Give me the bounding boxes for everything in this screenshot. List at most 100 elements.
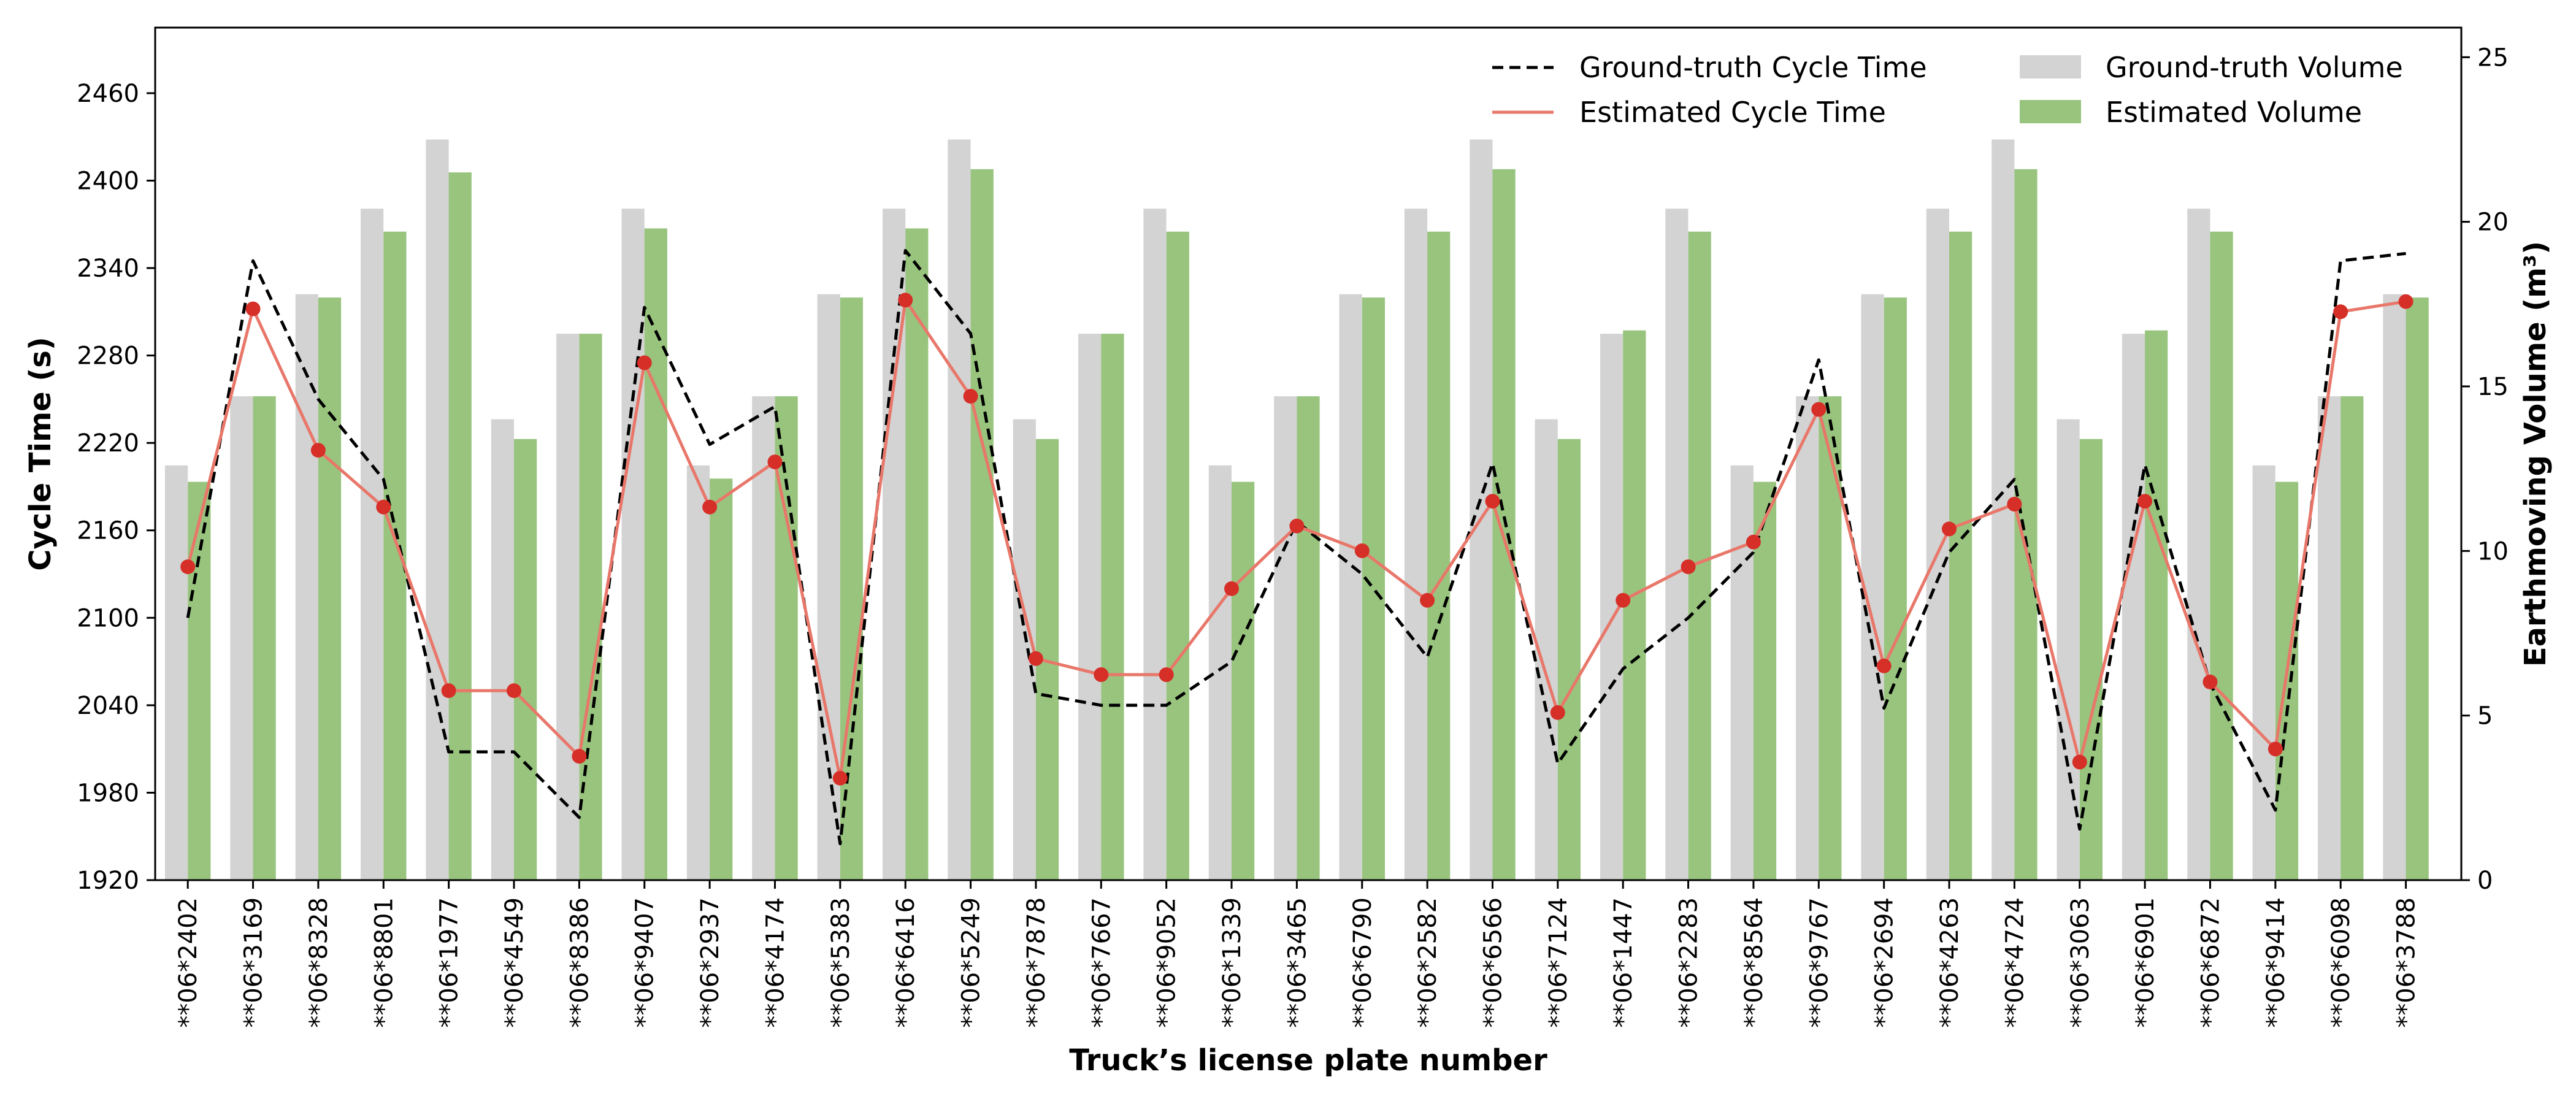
point-estimated-cycle-time-26 xyxy=(1876,658,1892,673)
bar-estimated-volume-8 xyxy=(710,478,733,880)
bar-estimated-volume-14 xyxy=(1101,334,1124,880)
x-tick-label: **06*1447 xyxy=(1609,897,1638,1028)
x-tick-label: **06*6901 xyxy=(2131,897,2160,1028)
bar-estimated-volume-11 xyxy=(905,228,929,880)
point-estimated-cycle-time-2 xyxy=(310,443,326,458)
x-tick-label: **06*6790 xyxy=(1349,897,1377,1028)
point-estimated-cycle-time-8 xyxy=(702,499,718,515)
point-estimated-cycle-time-3 xyxy=(376,499,391,515)
left-y-tick-label: 1920 xyxy=(77,867,139,895)
point-estimated-cycle-time-12 xyxy=(963,389,978,404)
x-tick-label: **06*8564 xyxy=(1740,897,1768,1028)
bar-ground-truth-volume-7 xyxy=(621,209,645,881)
x-tick-label: **06*1339 xyxy=(1218,897,1246,1028)
x-tick-label: **06*3063 xyxy=(2066,897,2095,1028)
point-estimated-cycle-time-33 xyxy=(2333,304,2348,320)
x-tick-label: **06*4174 xyxy=(762,897,790,1028)
right-y-axis-title: Earthmoving Volume (m³) xyxy=(2518,241,2553,667)
legend-swatch-ground-truth-volume xyxy=(2020,55,2081,79)
right-y-tick-label: 20 xyxy=(2477,209,2509,237)
bar-ground-truth-volume-15 xyxy=(1143,209,1167,881)
x-tick-label: **06*8801 xyxy=(370,897,398,1028)
bar-ground-truth-volume-1 xyxy=(230,396,253,880)
bar-estimated-volume-20 xyxy=(1492,169,1516,880)
legend-label-ground-truth-cycle-time: Ground-truth Cycle Time xyxy=(1579,51,1927,84)
bar-ground-truth-volume-20 xyxy=(1470,139,1493,880)
bar-ground-truth-volume-30 xyxy=(2122,334,2145,880)
left-y-tick-label: 2040 xyxy=(77,692,139,720)
legend: Ground-truth Cycle Time Estimated Cycle … xyxy=(1492,51,2403,129)
x-tick-label: **06*5249 xyxy=(957,897,986,1028)
bar-ground-truth-volume-23 xyxy=(1665,209,1689,881)
bar-ground-truth-volume-3 xyxy=(361,209,384,881)
point-estimated-cycle-time-17 xyxy=(1289,518,1305,534)
x-tick-label: **06*2694 xyxy=(1871,897,1899,1028)
bar-estimated-volume-16 xyxy=(1232,481,1255,880)
legend-label-estimated-cycle-time: Estimated Cycle Time xyxy=(1579,96,1886,129)
bar-ground-truth-volume-6 xyxy=(556,334,580,880)
bar-estimated-volume-29 xyxy=(2079,439,2103,880)
right-y-tick-label: 15 xyxy=(2477,373,2509,401)
point-estimated-cycle-time-20 xyxy=(1485,494,1500,509)
point-estimated-cycle-time-0 xyxy=(180,559,196,575)
x-tick-label: **06*8386 xyxy=(565,897,594,1028)
x-tick-label: **06*7667 xyxy=(1087,897,1116,1028)
x-tick-label: **06*6098 xyxy=(2327,897,2355,1028)
point-estimated-cycle-time-15 xyxy=(1159,667,1174,682)
bar-ground-truth-volume-5 xyxy=(491,419,514,880)
plot-frame xyxy=(154,26,2463,881)
bar-estimated-volume-17 xyxy=(1297,396,1320,880)
bar-estimated-volume-30 xyxy=(2145,330,2168,880)
left-y-tick-label: 2280 xyxy=(77,342,139,370)
point-estimated-cycle-time-11 xyxy=(898,293,913,308)
legend-label-ground-truth-volume: Ground-truth Volume xyxy=(2106,51,2403,84)
point-estimated-cycle-time-10 xyxy=(832,770,848,786)
bar-ground-truth-volume-19 xyxy=(1404,209,1428,881)
left-y-tick-label: 2100 xyxy=(77,604,139,632)
bar-ground-truth-volume-31 xyxy=(2187,209,2210,881)
bar-estimated-volume-33 xyxy=(2340,396,2364,880)
axes-layer: 1920 1980 2040 2100 2160 2220 2280 2340 2400 2460… xyxy=(77,44,2509,1027)
bar-ground-truth-volume-2 xyxy=(295,294,318,880)
left-y-tick-label: 2400 xyxy=(77,167,139,195)
bar-estimated-volume-5 xyxy=(514,439,537,880)
point-estimated-cycle-time-31 xyxy=(2202,674,2218,689)
bars-layer xyxy=(165,139,2429,881)
point-estimated-cycle-time-24 xyxy=(1746,534,1761,550)
right-y-tick-label: 10 xyxy=(2477,537,2509,565)
point-estimated-cycle-time-1 xyxy=(245,301,261,316)
bar-estimated-volume-3 xyxy=(383,231,407,881)
bar-ground-truth-volume-34 xyxy=(2383,294,2406,880)
point-estimated-cycle-time-9 xyxy=(767,454,783,470)
bar-ground-truth-volume-4 xyxy=(426,139,449,880)
right-y-tick-label: 5 xyxy=(2477,702,2493,730)
point-estimated-cycle-time-7 xyxy=(637,355,652,370)
right-y-tick-label: 25 xyxy=(2477,44,2509,72)
bar-estimated-volume-15 xyxy=(1166,231,1189,881)
x-tick-label: **06*7124 xyxy=(1544,897,1573,1028)
right-y-tick-label: 0 xyxy=(2477,867,2493,895)
left-y-axis-title: Cycle Time (s) xyxy=(23,337,58,571)
bar-ground-truth-volume-14 xyxy=(1078,334,1102,880)
bar-ground-truth-volume-25 xyxy=(1796,396,1819,880)
bar-estimated-volume-19 xyxy=(1427,231,1451,881)
point-estimated-cycle-time-21 xyxy=(1550,705,1565,720)
bar-ground-truth-volume-12 xyxy=(948,139,971,880)
x-tick-label: **06*9052 xyxy=(1153,897,1181,1028)
x-tick-label: **06*7878 xyxy=(1022,897,1051,1028)
x-tick-label: **06*3465 xyxy=(1283,897,1311,1028)
bar-ground-truth-volume-33 xyxy=(2318,396,2341,880)
x-tick-label: **06*5383 xyxy=(827,897,855,1028)
bar-estimated-volume-23 xyxy=(1688,231,1711,881)
bar-estimated-volume-0 xyxy=(188,481,211,880)
x-tick-label: **06*6416 xyxy=(892,897,920,1028)
left-y-tick-label: 2460 xyxy=(77,80,139,108)
point-estimated-cycle-time-30 xyxy=(2137,494,2153,509)
bar-estimated-volume-27 xyxy=(1949,231,1972,881)
x-tick-label: **06*9414 xyxy=(2262,897,2290,1028)
point-estimated-cycle-time-25 xyxy=(1811,402,1827,417)
x-tick-label: **06*8328 xyxy=(305,897,333,1028)
point-estimated-cycle-time-13 xyxy=(1028,651,1043,666)
x-tick-label: **06*2402 xyxy=(174,897,202,1028)
